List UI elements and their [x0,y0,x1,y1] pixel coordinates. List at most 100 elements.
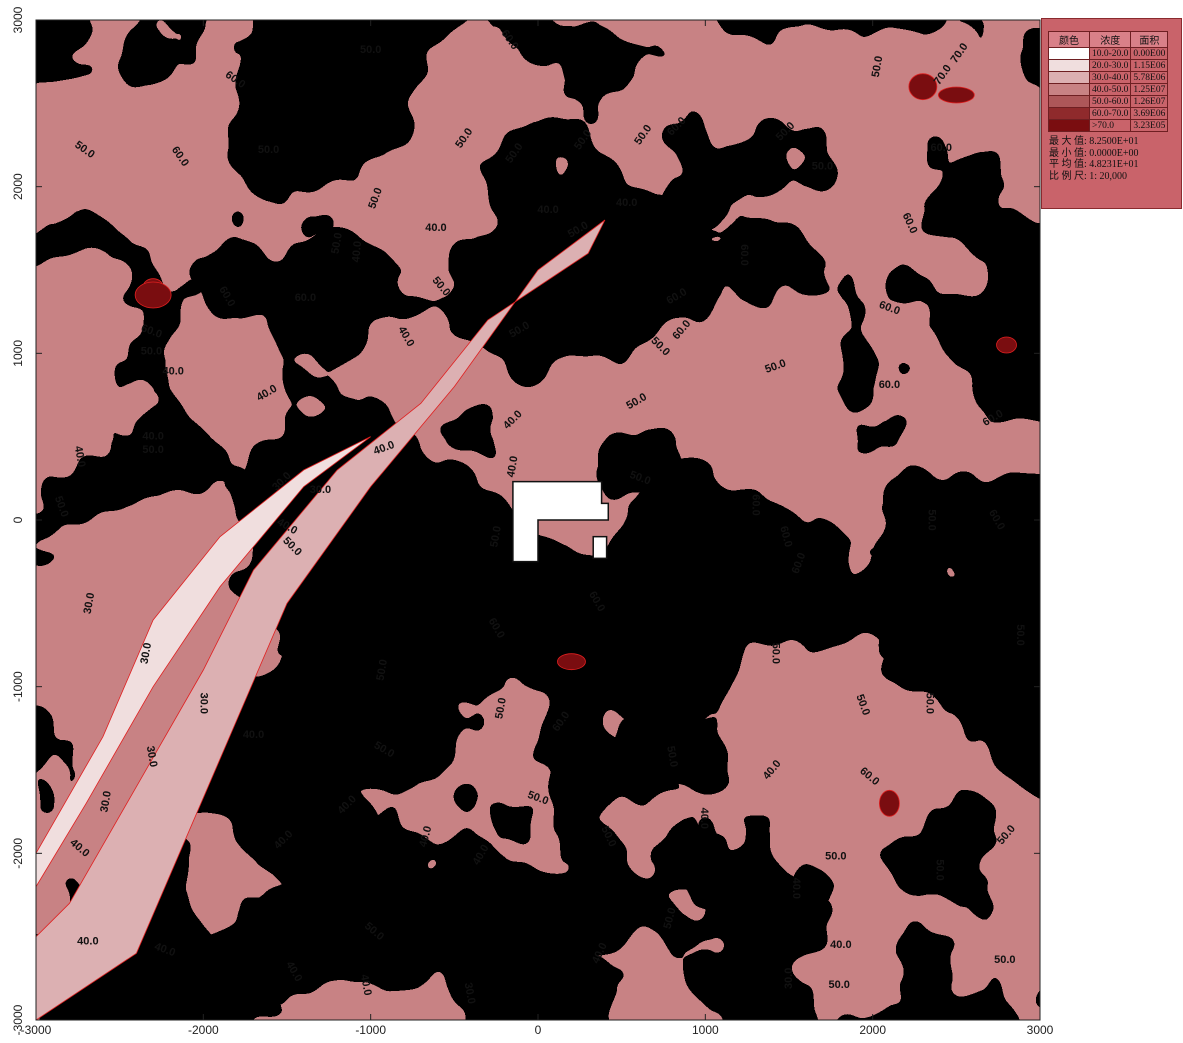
legend-header-area: 面积 [1130,31,1169,48]
stat-mean: 平 均 值: 4.8231E+01 [1049,159,1139,170]
legend-area: 0.00E00 [1130,47,1169,60]
contour-label: 60.0 [931,142,952,154]
legend-area: 3.23E05 [1130,119,1169,132]
legend-header-color: 颜色 [1048,31,1090,48]
legend-area: 1.15E06 [1130,59,1169,72]
axis-ticks: -3000 -2000 -1000 0 1000 2000 3000 -3000 -2000 -1… [11,6,1054,1037]
field-band-20-30 [36,436,371,888]
x-tick-label: -1000 [355,1023,386,1037]
blank-region [512,480,610,563]
field-band-70-plus [908,73,938,101]
y-tick-label: 1000 [11,340,25,367]
x-tick-label: 0 [535,1023,542,1037]
contour-label: 40.0 [243,729,264,741]
y-tick-label: -2000 [11,838,25,869]
contour-label: 50.0 [924,693,936,714]
contour-label: 40.0 [616,197,637,209]
contour-label: 40.0 [537,204,558,216]
contour-label: 30.0 [783,968,795,989]
contour-label: 50.0 [493,697,509,720]
legend-swatch [1048,107,1090,120]
legend-range: 50.0-60.0 [1088,95,1132,108]
legend-row: 50.0-60.0 1.26E07 [1048,95,1169,108]
legend-row: 10.0-20.0 0.00E00 [1048,47,1169,60]
contour-label: 50.0 [142,444,163,456]
field-band-30-40 [36,219,606,1020]
legend: 颜色 浓度 面积 10.0-20.0 0.00E00 20.0-30.0 1.15E… [1041,18,1182,209]
field-band-70-plus [996,336,1017,354]
contour-label: 40.0 [72,445,88,468]
contour-label: 40.0 [830,939,851,951]
legend-range: 10.0-20.0 [1088,47,1132,60]
stat-scale: 比 例 尺: 1: 20,000 [1049,170,1128,182]
stat-max: 最 大 值: 8.2500E+01 [1049,136,1139,147]
legend-area: 1.26E07 [1130,95,1169,108]
legend-table: 颜色 浓度 面积 10.0-20.0 0.00E00 20.0-30.0 1.15E… [1048,31,1169,132]
contour-label: 30.0 [82,592,98,615]
legend-swatch [1048,95,1090,108]
contour-label: 40.0 [77,936,98,948]
legend-range: 20.0-30.0 [1088,59,1132,72]
contour-label: 40.0 [698,808,710,829]
y-tick-label: -3000 [11,1004,25,1035]
contour-label: 40.0 [505,455,521,478]
legend-row: >70.0 3.23E05 [1048,119,1169,132]
x-tick-label: 1000 [692,1023,719,1037]
contour-label: 50.0 [828,979,849,991]
contour-label: 50.0 [812,161,833,173]
contour-label: 50.0 [488,525,504,548]
contour-label: 50.0 [662,906,679,930]
contour-label: 40.0 [358,973,374,996]
contour-label: 50.0 [934,859,946,880]
contour-label: 30.0 [139,642,155,665]
y-tick-label: 3000 [11,6,25,33]
field-band-70-plus [134,281,172,309]
contour-label: 50.0 [870,55,886,78]
contour-label: 30.0 [310,484,331,496]
contour-label: 60.0 [738,244,750,265]
contour-label: 60.0 [750,494,762,515]
y-tick-label: 2000 [11,173,25,200]
legend-swatch [1048,47,1090,60]
x-tick-label: 3000 [1027,1023,1054,1037]
contour-label: 60.0 [295,292,316,304]
contour-label: 40.0 [790,878,802,899]
contour-label: 30.0 [197,693,209,714]
contour-label: 40.0 [163,366,184,378]
contour-label: 50.0 [994,954,1015,966]
legend-row: 20.0-30.0 1.15E06 [1048,59,1169,72]
contour-label: 50.0 [664,745,680,768]
contour-label: 50.0 [375,658,391,681]
contour-label: 50.0 [360,44,381,56]
x-tick-label: -3000 [21,1023,52,1037]
legend-swatch [1048,83,1090,96]
contour-label: 60.0 [777,525,794,549]
contour-label: 40.0 [425,222,446,234]
legend-range: >70.0 [1088,119,1132,132]
y-tick-label: -1000 [11,671,25,702]
blank-region [592,535,608,560]
contour-label: 40.0 [417,825,434,849]
legend-swatch [1048,119,1090,132]
legend-area: 1.25E07 [1130,83,1169,96]
contour-label: 50.0 [258,144,279,156]
contour-label: 60.0 [879,379,900,391]
legend-swatch [1048,59,1090,72]
legend-swatch [1048,71,1090,84]
contour-label: 30.0 [98,790,114,813]
contour-label: 40.0 [142,431,163,443]
stat-min: 最 小 值: 0.0000E+00 [1049,147,1139,159]
legend-area: 5.78E06 [1130,71,1169,84]
contour-label: 50.0 [825,851,846,863]
x-tick-label: 2000 [859,1023,886,1037]
contour-label: 50.0 [770,643,782,664]
contour-label: 50.0 [1014,624,1026,645]
legend-header-concentration: 浓度 [1088,31,1132,48]
field-band-70-plus [937,86,975,104]
contour-label: 40.0 [350,240,364,262]
legend-range: 30.0-40.0 [1088,71,1132,84]
legend-area: 3.69E06 [1130,107,1169,120]
contour-label: 30.0 [144,745,160,768]
legend-row: 30.0-40.0 5.78E06 [1048,71,1169,84]
field-band-70-plus [879,789,900,817]
